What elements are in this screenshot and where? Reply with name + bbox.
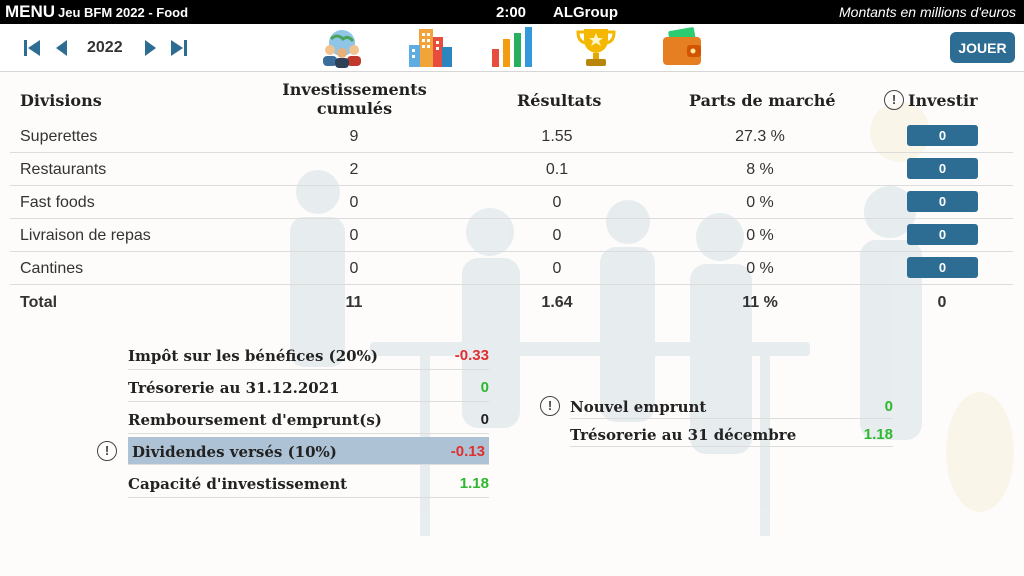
next-year-icon[interactable] xyxy=(140,38,160,58)
dividends-value: -0.13 xyxy=(450,443,485,460)
table-row: Superettes 9 1.55 27.3 % 0 xyxy=(10,120,1013,153)
invest-input[interactable]: 0 xyxy=(907,158,978,179)
header-market-share: Parts de marché xyxy=(689,91,836,110)
year-end-cash-row: Trésorerie au 31 décembre 1.18 xyxy=(570,419,893,447)
table-row: Fast foods 0 0 0 % 0 xyxy=(10,186,1013,219)
trophy-icon[interactable] xyxy=(571,25,621,69)
year-end-cash-value: 1.18 xyxy=(863,426,893,443)
first-year-icon[interactable] xyxy=(22,38,42,58)
results-value: 0 xyxy=(552,227,562,244)
prior-cash-row: Trésorerie au 31.12.2021 0 xyxy=(128,372,489,402)
investments-value: 0 xyxy=(349,227,359,244)
tax-value: -0.33 xyxy=(454,347,489,364)
game-title: Jeu BFM 2022 - Food xyxy=(58,5,189,20)
dividends-row[interactable]: Dividendes versés (10%) -0.13 xyxy=(128,437,489,465)
market-share-value: 0 % xyxy=(746,194,774,211)
invest-input[interactable]: 0 xyxy=(907,125,978,146)
results-value: 1.55 xyxy=(541,128,573,145)
units-note: Montants en millions d'euros xyxy=(839,4,1016,20)
last-year-icon[interactable] xyxy=(169,38,189,58)
division-name: Cantines xyxy=(20,260,84,277)
division-name: Superettes xyxy=(20,128,98,145)
invest-input[interactable]: 0 xyxy=(907,257,978,278)
header-investments: Investissements cumulés xyxy=(272,80,437,118)
total-market-share: 11 % xyxy=(742,294,778,311)
top-bar: MENU Jeu BFM 2022 - Food 2:00 ALGroup Mo… xyxy=(0,0,1024,24)
dividends-label: Dividendes versés (10%) xyxy=(132,443,337,461)
new-loan-info-icon[interactable]: ! xyxy=(540,396,560,416)
prior-cash-label: Trésorerie au 31.12.2021 xyxy=(128,379,340,397)
investment-capacity-row: Capacité d'investissement 1.18 xyxy=(128,468,489,498)
division-name: Livraison de repas xyxy=(20,227,151,244)
total-investments: 11 xyxy=(345,294,363,311)
total-results: 1.64 xyxy=(541,294,573,311)
bar-chart-icon[interactable] xyxy=(486,25,536,69)
new-loan-row[interactable]: Nouvel emprunt 0 xyxy=(570,391,893,419)
market-share-value: 8 % xyxy=(746,161,774,178)
loan-repayment-label: Remboursement d'emprunt(s) xyxy=(128,411,382,429)
previous-year-icon[interactable] xyxy=(52,38,72,58)
total-row: Total 11 1.64 11 % 0 xyxy=(10,286,1013,319)
dividends-info-icon[interactable]: ! xyxy=(97,441,117,461)
invest-input[interactable]: 0 xyxy=(907,224,978,245)
investment-capacity-label: Capacité d'investissement xyxy=(128,475,348,493)
market-share-value: 0 % xyxy=(746,227,774,244)
team-icon[interactable] xyxy=(317,25,367,69)
investments-value: 0 xyxy=(349,260,359,277)
table-row: Livraison de repas 0 0 0 % 0 xyxy=(10,219,1013,252)
year-display: 2022 xyxy=(87,39,123,56)
header-invest: Investir xyxy=(908,91,978,110)
investments-value: 2 xyxy=(349,161,359,178)
results-value: 0 xyxy=(552,260,562,277)
invest-info-icon[interactable]: ! xyxy=(884,90,904,110)
new-loan-value[interactable]: 0 xyxy=(884,398,893,415)
year-end-cash-label: Trésorerie au 31 décembre xyxy=(570,426,797,444)
tax-label: Impôt sur les bénéfices (20%) xyxy=(128,347,378,365)
investment-capacity-value: 1.18 xyxy=(459,475,489,492)
results-value: 0 xyxy=(552,194,562,211)
division-name: Restaurants xyxy=(20,161,107,178)
prior-cash-value: 0 xyxy=(480,379,489,396)
navigation-bar: 2022 xyxy=(0,24,1024,72)
table-row: Cantines 0 0 0 % 0 xyxy=(10,252,1013,285)
wallet-icon[interactable] xyxy=(657,25,707,69)
company-name: ALGroup xyxy=(553,4,618,21)
table-row: Restaurants 2 0.1 8 % 0 xyxy=(10,153,1013,186)
investments-value: 9 xyxy=(349,128,359,145)
new-loan-label: Nouvel emprunt xyxy=(570,398,707,416)
city-icon[interactable] xyxy=(405,25,455,69)
round-timer: 2:00 xyxy=(496,4,527,21)
header-results: Résultats xyxy=(517,91,602,110)
header-divisions: Divisions xyxy=(20,91,102,110)
invest-input[interactable]: 0 xyxy=(907,191,978,212)
tax-row: Impôt sur les bénéfices (20%) -0.33 xyxy=(128,340,489,370)
division-name: Fast foods xyxy=(20,194,95,211)
total-invest: 0 xyxy=(937,294,947,311)
total-label: Total xyxy=(20,294,58,311)
loan-repayment-row: Remboursement d'emprunt(s) 0 xyxy=(128,404,489,434)
results-value: 0.1 xyxy=(545,161,569,178)
play-button[interactable]: JOUER xyxy=(950,32,1015,63)
investments-value: 0 xyxy=(349,194,359,211)
loan-repayment-value: 0 xyxy=(480,411,489,428)
menu-button[interactable]: MENU xyxy=(5,2,56,21)
market-share-value: 27.3 % xyxy=(735,128,785,145)
market-share-value: 0 % xyxy=(746,260,774,277)
header-investments-line1: Investissements xyxy=(282,80,427,99)
header-investments-line2: cumulés xyxy=(316,99,393,118)
